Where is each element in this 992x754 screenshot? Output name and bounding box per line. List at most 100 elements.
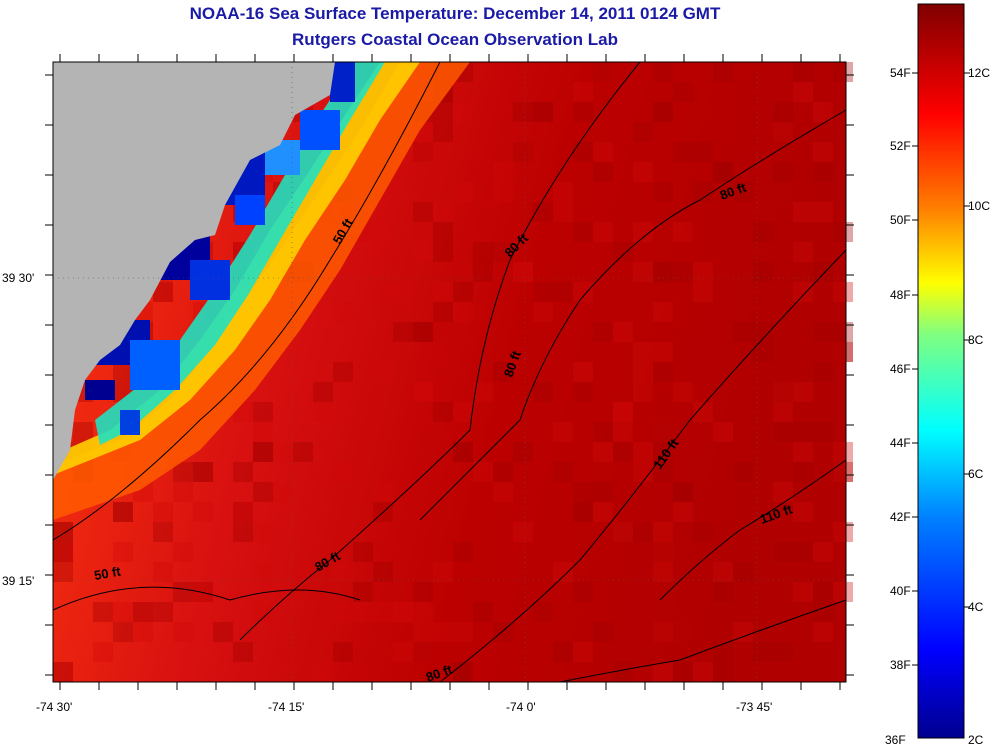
- sst-pixel: [653, 562, 673, 582]
- sst-pixel: [553, 182, 573, 202]
- sst-pixel: [393, 322, 413, 342]
- sst-pixel: [593, 142, 613, 162]
- sst-pixel: [53, 562, 73, 582]
- sst-pixel: [173, 622, 193, 642]
- sst-pixel: [433, 202, 453, 222]
- sst-pixel: [53, 662, 73, 682]
- sst-pixel: [713, 642, 733, 662]
- colorbar-f-label: 50F: [890, 213, 911, 227]
- sst-pixel: [573, 142, 593, 162]
- sst-pixel: [573, 282, 593, 302]
- sst-pixel: [253, 602, 273, 622]
- sst-pixel: [233, 462, 253, 482]
- sst-pixel: [653, 542, 673, 562]
- sst-pixel: [433, 622, 453, 642]
- sst-map: 50 ft 80 ft 80 ft 80 ft 110 ft 110 ft 50…: [45, 54, 854, 690]
- sst-pixel: [473, 262, 493, 282]
- sst-pixel: [693, 142, 713, 162]
- sst-pixel: [473, 242, 493, 262]
- sst-pixel: [693, 282, 713, 302]
- sst-pixel: [793, 542, 813, 562]
- sst-pixel: [513, 262, 533, 282]
- sst-pixel: [93, 602, 113, 622]
- sst-pixel: [513, 522, 533, 542]
- sst-pixel: [813, 102, 833, 122]
- sst-pixel: [173, 542, 193, 562]
- sst-pixel: [413, 242, 433, 262]
- sst-pixel: [753, 342, 773, 362]
- sst-pixel: [793, 202, 813, 222]
- land-mass: [53, 62, 335, 480]
- sst-pixel: [273, 442, 293, 462]
- sst-pixel: [753, 642, 773, 662]
- sst-pixel: [693, 402, 713, 422]
- sst-pixel: [313, 382, 333, 402]
- sst-pixel: [373, 602, 393, 622]
- sst-pixel: [253, 522, 273, 542]
- sst-pixel: [373, 362, 393, 382]
- sst-pixel: [253, 442, 273, 462]
- sst-pixel: [713, 662, 733, 682]
- sst-pixel: [413, 322, 433, 342]
- lon-label: -73 45': [736, 700, 773, 714]
- sst-pixel: [433, 402, 453, 422]
- colorbar-c-label: 4C: [968, 600, 984, 614]
- sst-pixel: [93, 642, 113, 662]
- sst-pixel: [653, 102, 673, 122]
- sst-pixel: [613, 442, 633, 462]
- lon-label: -74 30': [36, 700, 73, 714]
- sst-pixel: [413, 642, 433, 662]
- map-subtitle: Rutgers Coastal Ocean Observation Lab: [292, 30, 618, 49]
- sst-pixel: [373, 562, 393, 582]
- colorbar-f-label: 40F: [890, 584, 911, 598]
- sst-pixel: [653, 262, 673, 282]
- sst-pixel: [813, 602, 833, 622]
- sst-pixel: [773, 642, 793, 662]
- sst-pixel: [693, 182, 713, 202]
- sst-pixel: [413, 202, 433, 222]
- sst-pixel: [573, 222, 593, 242]
- sst-pixel: [813, 162, 833, 182]
- sst-pixel: [373, 222, 393, 242]
- colorbar-f-label: 38F: [890, 658, 911, 672]
- sst-pixel: [433, 322, 453, 342]
- sst-pixel: [453, 542, 473, 562]
- sst-pixel: [573, 502, 593, 522]
- sst-pixel: [753, 222, 773, 242]
- coastal-yellow-band: [53, 62, 420, 475]
- sst-pixel: [733, 462, 753, 482]
- sst-pixel: [433, 322, 453, 342]
- sst-pixel: [153, 562, 173, 582]
- lat-label: 39 30': [2, 271, 35, 285]
- cold-patch: [120, 410, 140, 435]
- sst-pixel: [633, 462, 653, 482]
- sst-pixel: [713, 62, 733, 82]
- sst-pixel: [653, 262, 673, 282]
- sst-pixel: [613, 522, 633, 542]
- sst-pixel: [253, 442, 273, 462]
- sst-pixel: [373, 482, 393, 502]
- sst-pixel: [793, 242, 813, 262]
- sst-pixel: [633, 222, 653, 242]
- sst-pixel: [433, 502, 453, 522]
- sst-pixel: [653, 542, 673, 562]
- sst-pixel: [113, 362, 133, 382]
- contour-80ft-a: [239, 61, 641, 641]
- sst-pixel: [333, 602, 353, 622]
- colorbar-c-label: 12C: [968, 66, 991, 80]
- sst-pixel: [193, 462, 213, 482]
- lon-label: -74 0': [506, 700, 536, 714]
- sst-pixel: [113, 502, 133, 522]
- sst-pixel: [333, 302, 353, 322]
- sst-pixel: [233, 642, 253, 662]
- sst-pixel: [453, 442, 473, 462]
- sst-pixel: [773, 482, 793, 502]
- sst-pixel: [813, 362, 833, 382]
- sst-pixel: [273, 642, 293, 662]
- sst-pixel: [153, 522, 173, 542]
- sst-pixel: [593, 62, 613, 82]
- colorbar-c-label: 8C: [968, 333, 984, 347]
- sst-pixel: [133, 602, 153, 622]
- sst-pixel: [813, 322, 833, 342]
- sst-pixel: [233, 502, 253, 522]
